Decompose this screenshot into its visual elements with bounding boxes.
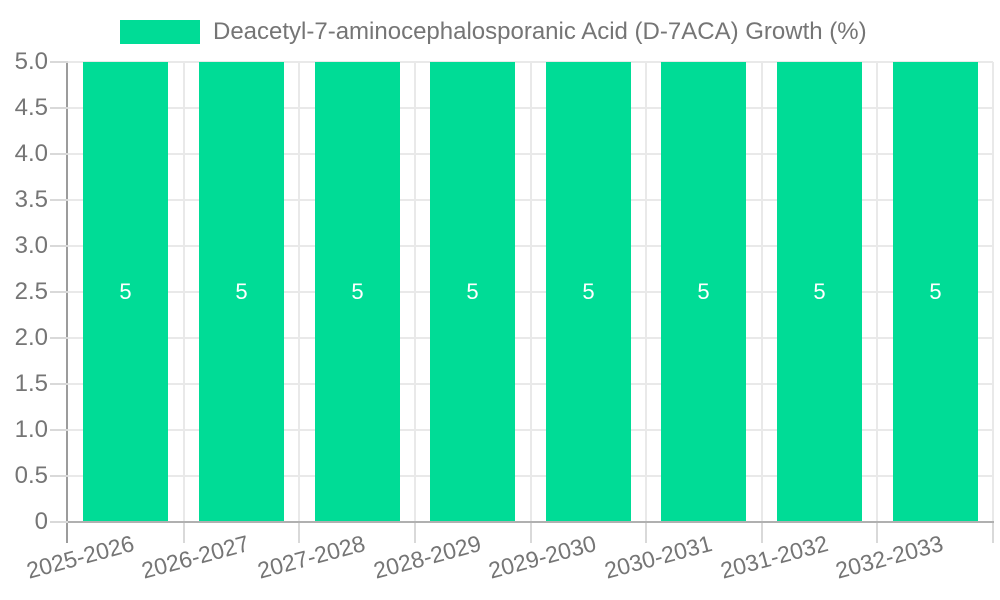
- chart-legend[interactable]: Deacetyl-7-aminocephalosporanic Acid (D-…: [120, 18, 867, 46]
- x-axis-category-label: 2032-2033: [832, 530, 946, 584]
- x-axis-category-label: 2025-2026: [23, 530, 137, 584]
- bar-value-label: 5: [119, 279, 132, 304]
- bar-2025-2026: 5: [83, 62, 168, 522]
- bar-2032-2033: 5: [893, 62, 978, 522]
- y-axis-tick-label: 4.5: [14, 94, 48, 121]
- y-axis-tick-label: 1.5: [14, 370, 48, 397]
- bar-2029-2030: 5: [546, 62, 631, 522]
- bar-value-label: 5: [235, 279, 248, 304]
- x-axis-category-label: 2029-2030: [485, 530, 599, 584]
- x-axis-category-label: 2030-2031: [601, 530, 715, 584]
- y-axis-tick-label: 0: [34, 508, 48, 535]
- x-axis-category-label: 2027-2028: [254, 530, 368, 584]
- x-axis-tick: [876, 523, 878, 543]
- vertical-gridline: [992, 62, 994, 522]
- y-axis-tick: [50, 291, 68, 293]
- y-axis-tick: [50, 107, 68, 109]
- y-axis-tick: [50, 61, 68, 63]
- y-axis-tick-label: 3.0: [14, 232, 48, 259]
- y-axis-tick: [50, 153, 68, 155]
- x-axis-tick: [645, 523, 647, 543]
- bar-2030-2031: 5: [661, 62, 746, 522]
- vertical-gridline: [530, 62, 532, 522]
- bar-2031-2032: 5: [777, 62, 862, 522]
- x-axis-category-label: 2026-2027: [138, 530, 252, 584]
- vertical-gridline: [761, 62, 763, 522]
- y-axis-tick-label: 5.0: [14, 48, 48, 75]
- y-axis-line: [66, 62, 68, 543]
- x-axis-tick: [183, 523, 185, 543]
- y-axis-tick-label: 2.5: [14, 278, 48, 305]
- bar-2028-2029: 5: [430, 62, 515, 522]
- y-axis-tick: [50, 199, 68, 201]
- x-axis-tick: [992, 523, 994, 543]
- y-axis-tick-label: 0.5: [14, 462, 48, 489]
- x-axis-category-label: 2028-2029: [370, 530, 484, 584]
- bar-value-label: 5: [929, 279, 942, 304]
- x-axis-tick: [530, 523, 532, 543]
- vertical-gridline: [645, 62, 647, 522]
- bar-value-label: 5: [582, 279, 595, 304]
- bar-value-label: 5: [813, 279, 826, 304]
- bar-2026-2027: 5: [199, 62, 284, 522]
- y-axis-tick-label: 3.5: [14, 186, 48, 213]
- plot-area: 5 5 5 5 5 5 5 5: [68, 61, 994, 523]
- legend-label: Deacetyl-7-aminocephalosporanic Acid (D-…: [213, 18, 867, 45]
- vertical-gridline: [876, 62, 878, 522]
- y-axis-tick-label: 1.0: [14, 416, 48, 443]
- y-axis-tick: [50, 521, 68, 523]
- y-axis-tick-label: 2.0: [14, 324, 48, 351]
- bar-2027-2028: 5: [315, 62, 400, 522]
- y-axis-tick: [50, 429, 68, 431]
- bar-value-label: 5: [351, 279, 364, 304]
- y-axis-tick: [50, 337, 68, 339]
- y-axis-tick: [50, 383, 68, 385]
- x-axis-category-label: 2031-2032: [717, 530, 831, 584]
- vertical-gridline: [414, 62, 416, 522]
- bar-value-label: 5: [697, 279, 710, 304]
- bar-value-label: 5: [466, 279, 479, 304]
- x-axis-line: [67, 521, 994, 523]
- y-axis-tick: [50, 475, 68, 477]
- x-axis-tick: [298, 523, 300, 543]
- y-axis-tick: [50, 245, 68, 247]
- vertical-gridline: [298, 62, 300, 522]
- legend-swatch-icon: [120, 20, 200, 44]
- y-axis-tick-label: 4.0: [14, 140, 48, 167]
- vertical-gridline: [183, 62, 185, 522]
- x-axis-tick: [414, 523, 416, 543]
- x-axis-tick: [761, 523, 763, 543]
